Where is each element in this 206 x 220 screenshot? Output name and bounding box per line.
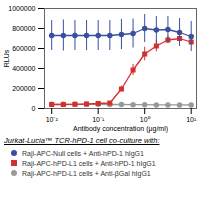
svg-text:10⁻¹: 10⁻¹ bbox=[92, 116, 105, 123]
svg-text:600000: 600000 bbox=[12, 45, 35, 52]
svg-text:RLUs: RLUs bbox=[3, 49, 10, 67]
html-text:Raji-APC-hPD-L1 cells + Anti-β: Raji-APC-hPD-L1 cells + Anti-βGal hIgG1 bbox=[22, 169, 151, 177]
html-text:Raji-APC-hPD-L1 cells + Anti-h: Raji-APC-hPD-L1 cells + Anti-hPD-1 hIgG1 bbox=[22, 159, 156, 167]
svg-text:10⁻²: 10⁻² bbox=[46, 116, 59, 123]
html-text:Jurkat-Lucia™ TCR-hPD-1 cell c: Jurkat-Lucia™ TCR-hPD-1 cell co-culture … bbox=[4, 136, 160, 145]
svg-text:800000: 800000 bbox=[12, 25, 35, 32]
svg-text:0: 0 bbox=[32, 105, 36, 112]
svg-text:10¹: 10¹ bbox=[186, 116, 197, 123]
svg-text:400000: 400000 bbox=[12, 65, 35, 72]
svg-text:1000000: 1000000 bbox=[8, 5, 35, 12]
html-text:Raji-APC-Null cells + Anti-hPD: Raji-APC-Null cells + Anti-hPD-1 hIgG1 bbox=[22, 149, 144, 157]
svg-text:Antibody concentration (μg/ml): Antibody concentration (μg/ml) bbox=[73, 125, 168, 133]
svg-text:200000: 200000 bbox=[12, 85, 35, 92]
svg-text:10⁰: 10⁰ bbox=[140, 116, 151, 123]
